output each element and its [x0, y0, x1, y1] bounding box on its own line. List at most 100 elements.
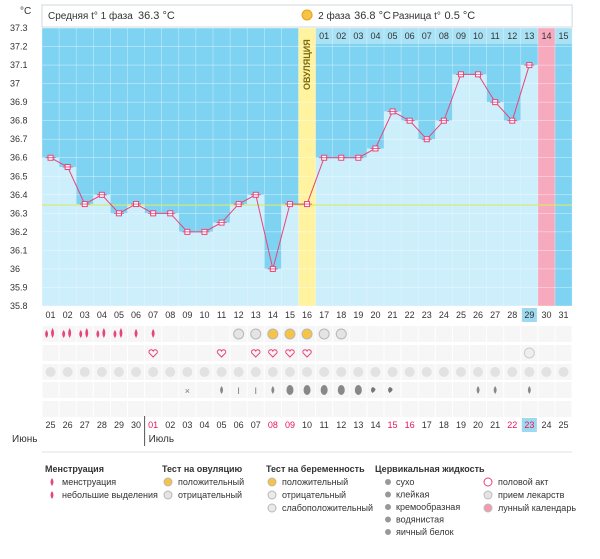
symbol-cell[interactable] [162, 401, 179, 417]
symbol-cell[interactable] [538, 382, 555, 398]
symbol-cell[interactable] [247, 382, 264, 398]
symbol-cell[interactable] [521, 326, 538, 342]
symbol-cell[interactable] [281, 401, 298, 417]
symbol-cell[interactable] [42, 401, 59, 417]
symbol-cell[interactable] [128, 401, 145, 417]
symbol-cell[interactable] [93, 326, 110, 342]
symbol-cell[interactable] [333, 401, 350, 417]
symbol-cell[interactable] [162, 345, 179, 361]
symbol-cell[interactable] [110, 401, 127, 417]
symbol-cell[interactable] [538, 326, 555, 342]
symbol-cell[interactable] [401, 326, 418, 342]
symbol-cell[interactable] [299, 401, 316, 417]
symbol-cell[interactable] [452, 401, 469, 417]
symbol-cell[interactable] [452, 345, 469, 361]
symbol-cell[interactable] [333, 345, 350, 361]
symbol-cell[interactable] [93, 345, 110, 361]
symbol-cell[interactable] [367, 401, 384, 417]
symbol-cell[interactable] [418, 401, 435, 417]
symbol-cell[interactable] [350, 326, 367, 342]
symbol-cell[interactable] [59, 382, 76, 398]
symbol-cell[interactable] [538, 345, 555, 361]
symbol-cell[interactable] [504, 382, 521, 398]
symbol-cell[interactable] [247, 401, 264, 417]
symbol-cell[interactable] [555, 401, 572, 417]
symbol-cell[interactable] [401, 401, 418, 417]
symbol-cell[interactable] [452, 382, 469, 398]
symbol-cell[interactable] [59, 345, 76, 361]
symbol-cell[interactable] [213, 401, 230, 417]
symbol-cell[interactable] [504, 326, 521, 342]
symbol-cell[interactable] [179, 345, 196, 361]
symbol-cell[interactable] [76, 345, 93, 361]
symbol-cell[interactable] [59, 401, 76, 417]
symbol-cell[interactable] [213, 326, 230, 342]
symbol-cell[interactable] [76, 326, 93, 342]
symbol-cell[interactable] [76, 401, 93, 417]
symbol-cell[interactable] [470, 326, 487, 342]
symbol-cell[interactable] [93, 382, 110, 398]
symbol-cell[interactable] [76, 382, 93, 398]
symbol-cell[interactable] [316, 401, 333, 417]
symbol-cell[interactable] [179, 382, 196, 398]
symbol-cell[interactable] [487, 326, 504, 342]
symbol-cell[interactable] [521, 401, 538, 417]
symbol-cell[interactable] [299, 345, 316, 361]
symbol-cell[interactable] [418, 326, 435, 342]
symbol-cell[interactable] [162, 326, 179, 342]
symbol-cell[interactable] [384, 345, 401, 361]
symbol-cell[interactable] [401, 382, 418, 398]
symbol-cell[interactable] [384, 401, 401, 417]
symbol-cell[interactable] [179, 326, 196, 342]
symbol-cell[interactable] [555, 382, 572, 398]
symbol-cell[interactable] [230, 401, 247, 417]
symbol-cell[interactable] [59, 326, 76, 342]
symbol-cell[interactable] [538, 401, 555, 417]
symbol-cell[interactable] [367, 345, 384, 361]
symbol-cell[interactable] [418, 345, 435, 361]
symbol-cell[interactable] [367, 326, 384, 342]
symbol-cell[interactable] [162, 382, 179, 398]
symbol-cell[interactable] [145, 345, 162, 361]
symbol-cell[interactable] [213, 345, 230, 361]
symbol-cell[interactable] [247, 345, 264, 361]
symbol-cell[interactable] [350, 401, 367, 417]
symbol-cell[interactable] [230, 382, 247, 398]
symbol-cell[interactable] [281, 345, 298, 361]
symbol-cell[interactable] [264, 401, 281, 417]
symbol-cell[interactable] [230, 345, 247, 361]
symbol-cell[interactable] [196, 401, 213, 417]
symbol-cell[interactable] [110, 382, 127, 398]
symbol-cell[interactable] [196, 382, 213, 398]
symbol-cell[interactable] [145, 382, 162, 398]
symbol-cell[interactable] [470, 345, 487, 361]
symbol-cell[interactable] [196, 326, 213, 342]
symbol-cell[interactable] [196, 345, 213, 361]
symbol-cell[interactable] [435, 382, 452, 398]
symbol-cell[interactable] [418, 382, 435, 398]
symbol-cell[interactable] [350, 345, 367, 361]
symbol-cell[interactable] [384, 382, 401, 398]
symbol-cell[interactable] [128, 382, 145, 398]
symbol-cell[interactable] [435, 345, 452, 361]
symbol-cell[interactable] [401, 345, 418, 361]
symbol-cell[interactable] [487, 345, 504, 361]
symbol-cell[interactable] [452, 326, 469, 342]
symbol-cell[interactable] [42, 382, 59, 398]
symbol-cell[interactable] [435, 401, 452, 417]
symbol-cell[interactable] [555, 345, 572, 361]
symbol-cell[interactable] [93, 401, 110, 417]
symbol-cell[interactable] [128, 345, 145, 361]
symbol-cell[interactable] [555, 326, 572, 342]
symbol-cell[interactable] [504, 401, 521, 417]
symbol-cell[interactable] [42, 326, 59, 342]
symbol-cell[interactable] [487, 401, 504, 417]
symbol-cell[interactable] [470, 401, 487, 417]
symbol-cell[interactable] [504, 345, 521, 361]
symbol-cell[interactable] [264, 345, 281, 361]
symbol-cell[interactable] [367, 382, 384, 398]
symbol-cell[interactable] [316, 345, 333, 361]
symbol-cell[interactable] [384, 326, 401, 342]
symbol-cell[interactable] [435, 326, 452, 342]
symbol-cell[interactable] [110, 326, 127, 342]
